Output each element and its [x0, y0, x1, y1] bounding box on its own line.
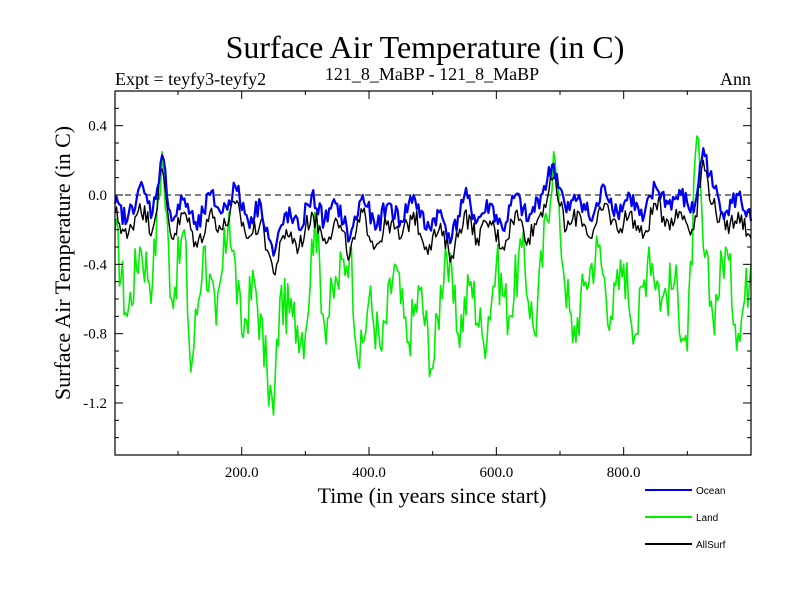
x-tick-label: 600.0: [479, 465, 513, 481]
y-tick-label: -1.2: [83, 396, 107, 412]
legend: Ocean Land AllSurf: [645, 486, 726, 551]
y-axis-label: Surface Air Temperature (in C): [50, 126, 75, 400]
season-label: Ann: [720, 69, 751, 89]
y-tick-label: -0.8: [83, 327, 107, 343]
x-tick-label: 400.0: [352, 465, 386, 481]
chart-title: Surface Air Temperature (in C): [226, 29, 625, 65]
y-tick-label: 0.4: [88, 119, 107, 135]
series-line-land: [114, 135, 752, 416]
y-tick-label: -0.4: [83, 257, 107, 273]
x-tick-label: 200.0: [225, 465, 259, 481]
legend-label-allsurf: AllSurf: [696, 540, 726, 551]
legend-label-ocean: Ocean: [696, 486, 725, 497]
experiment-label: Expt = teyfy3-teyfy2: [115, 69, 266, 89]
ticks-group: 200.0 400.0 600.0 800.0 0.4 0.0 -0.4 -0.8 -1.2: [83, 91, 751, 481]
series-group: [113, 135, 753, 416]
legend-label-land: Land: [696, 513, 718, 524]
y-tick-label: 0.0: [88, 188, 107, 204]
series-line-allsurf: [114, 159, 752, 276]
series-line-ocean: [113, 147, 753, 257]
plot-frame: [114, 90, 752, 456]
x-tick-label: 800.0: [607, 465, 641, 481]
x-axis-label: Time (in years since start): [318, 483, 547, 508]
case-label: 121_8_MaBP - 121_8_MaBP: [325, 64, 539, 84]
plot-area: 200.0 400.0 600.0 800.0 0.4 0.0 -0.4 -0.8 -1.2: [83, 90, 753, 481]
